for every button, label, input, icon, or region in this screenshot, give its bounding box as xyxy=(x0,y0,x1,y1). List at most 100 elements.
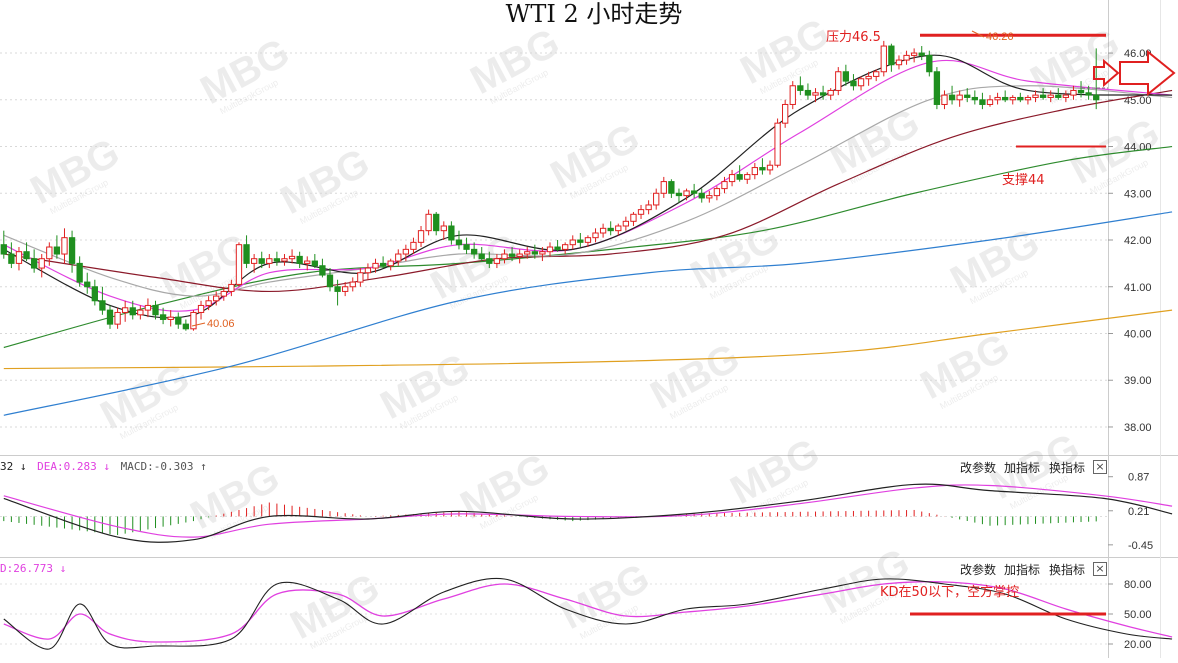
candle-body xyxy=(137,309,144,316)
candle-body xyxy=(865,75,872,80)
candle-body xyxy=(698,192,705,199)
candle-body xyxy=(357,272,364,283)
main-y-tick-label: 41.00 xyxy=(1124,282,1152,294)
candle-body xyxy=(273,258,281,262)
kdj-k-line xyxy=(3,577,1173,650)
candle-body xyxy=(948,94,956,101)
candle-body xyxy=(304,260,311,264)
low-price-annotation: 40.06 xyxy=(207,318,235,330)
candle-body xyxy=(622,220,630,227)
candle-body xyxy=(1009,96,1016,101)
candle-body xyxy=(326,274,334,288)
kdj-y-tick-label: 20.00 xyxy=(1124,639,1152,651)
candle-body xyxy=(918,52,925,56)
candle-body xyxy=(895,59,903,66)
candle-body xyxy=(1002,96,1009,101)
candle-body xyxy=(440,225,447,232)
candle-body xyxy=(197,304,205,313)
candle-body xyxy=(288,255,296,260)
candle-body xyxy=(84,281,91,288)
candle-body xyxy=(554,246,561,250)
moving-average-line xyxy=(3,89,1173,293)
macd-switch-indicator-button[interactable]: 换指标 xyxy=(1049,461,1086,475)
high-price-pointer xyxy=(971,30,985,38)
candle-body xyxy=(660,181,667,194)
candle-body xyxy=(797,85,804,91)
candle-body xyxy=(30,258,38,269)
candle-body xyxy=(766,164,774,171)
candle-body xyxy=(524,251,531,255)
candle-body xyxy=(342,286,349,292)
candle-body xyxy=(144,304,152,311)
candle-body xyxy=(463,244,470,250)
candle-body xyxy=(1047,94,1054,98)
macd-edit-params-button[interactable]: 改参数 xyxy=(960,461,997,475)
kdj-annotation: KD在50以下，空方掌控 xyxy=(880,584,1019,600)
candle-body xyxy=(243,244,250,264)
candle-body xyxy=(637,209,645,215)
candle-body xyxy=(38,258,45,269)
candle-body xyxy=(296,255,303,264)
candle-body xyxy=(364,267,372,274)
candle-body xyxy=(1017,96,1024,101)
candle-body xyxy=(736,174,743,180)
candle-body xyxy=(395,253,402,262)
main-y-tick-label: 40.00 xyxy=(1124,328,1152,340)
candle-body xyxy=(873,71,880,77)
candle-body xyxy=(675,192,683,197)
kdj-switch-indicator-button[interactable]: 换指标 xyxy=(1049,563,1086,577)
candle-body xyxy=(744,174,751,180)
candle-body xyxy=(372,262,379,269)
candle-body xyxy=(53,246,61,255)
candle-body xyxy=(1032,94,1039,98)
candle-body xyxy=(182,323,190,330)
candle-body xyxy=(281,258,288,262)
kdj-add-indicator-button[interactable]: 加指标 xyxy=(1004,563,1041,577)
candle-body xyxy=(1062,94,1070,98)
candle-body xyxy=(994,96,1001,101)
candle-body xyxy=(258,258,265,264)
candle-body xyxy=(774,122,781,166)
macd-y-tick-label: 0.87 xyxy=(1128,472,1149,484)
main-y-tick-label: 42.00 xyxy=(1124,235,1152,247)
candle-body xyxy=(106,309,114,325)
candle-body xyxy=(683,190,690,197)
candle-body xyxy=(964,94,971,98)
candle-body xyxy=(850,80,857,87)
candle-body xyxy=(190,311,197,330)
candle-body xyxy=(539,251,546,255)
main-y-tick-label: 46.00 xyxy=(1124,48,1152,60)
kdj-close-icon[interactable]: × xyxy=(1093,562,1107,576)
kdj-edit-params-button[interactable]: 改参数 xyxy=(960,563,997,577)
candle-body xyxy=(721,181,728,190)
candle-body xyxy=(584,237,592,243)
candle-body xyxy=(812,92,819,96)
candle-body xyxy=(387,260,394,267)
moving-average-line xyxy=(3,145,1173,349)
candle-body xyxy=(1055,94,1062,98)
pressure-annotation: 压力46.5 xyxy=(826,30,881,45)
candle-body xyxy=(159,314,167,320)
candle-body xyxy=(941,94,948,105)
macd-add-indicator-button[interactable]: 加指标 xyxy=(1004,461,1041,475)
candle-body xyxy=(577,239,584,243)
candle-body xyxy=(319,265,326,276)
candle-body xyxy=(15,251,23,264)
candle-body xyxy=(167,316,174,320)
candle-body xyxy=(926,54,933,73)
candle-body xyxy=(728,174,736,183)
candle-body xyxy=(759,167,766,171)
candle-body xyxy=(933,71,941,105)
candle-body xyxy=(751,167,758,176)
macd-close-icon[interactable]: × xyxy=(1093,460,1107,474)
macd-dea-line xyxy=(3,484,1173,538)
candle-body xyxy=(122,307,129,313)
candle-body xyxy=(205,300,212,306)
candle-body xyxy=(470,248,478,255)
